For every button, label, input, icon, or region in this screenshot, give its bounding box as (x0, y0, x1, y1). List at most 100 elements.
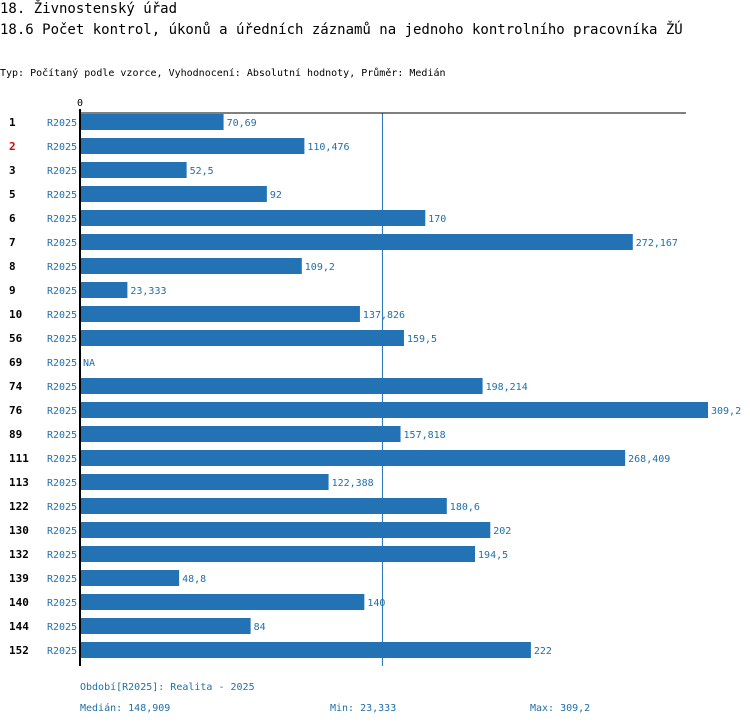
value-label: 272,167 (636, 238, 678, 249)
series-label: R2025 (47, 358, 77, 369)
series-label: R2025 (47, 310, 77, 321)
category-label: 113 (9, 476, 29, 489)
category-label: 2 (9, 140, 16, 153)
bar-3 (80, 162, 187, 178)
value-label: 198,214 (486, 382, 528, 393)
bar-6 (80, 210, 426, 226)
category-label: 130 (9, 524, 29, 537)
bar-132 (80, 546, 476, 562)
bar-1 (80, 114, 224, 130)
series-label: R2025 (47, 190, 77, 201)
category-label: 144 (9, 620, 29, 633)
category-label: 5 (9, 188, 16, 201)
series-label: R2025 (47, 142, 77, 153)
category-label: 76 (9, 404, 23, 417)
category-label: 10 (9, 308, 22, 321)
value-label: 268,409 (628, 454, 670, 465)
bar-140 (80, 594, 365, 610)
series-label: R2025 (47, 166, 77, 177)
value-label: 194,5 (478, 550, 508, 561)
bar-111 (80, 450, 626, 466)
value-label: 157,818 (404, 430, 446, 441)
value-label: 159,5 (407, 334, 437, 345)
bar-7 (80, 234, 633, 250)
category-label: 89 (9, 428, 22, 441)
bar-8 (80, 258, 302, 274)
x-axis-zero-label: 0 (77, 98, 83, 109)
series-label: R2025 (47, 598, 77, 609)
category-label: 152 (9, 644, 29, 657)
value-label: 92 (270, 190, 282, 201)
min-stat: Min: 23,333 (330, 703, 397, 714)
series-label: R2025 (47, 550, 77, 561)
bar-152 (80, 642, 531, 658)
bar-56 (80, 330, 404, 346)
value-label: 180,6 (450, 502, 480, 513)
series-label: R2025 (47, 334, 77, 345)
chart-description: Typ: Počítaný podle vzorce, Vyhodnocení:… (0, 68, 446, 79)
category-label: 69 (9, 356, 22, 369)
category-label: 140 (9, 596, 29, 609)
bar-74 (80, 378, 483, 394)
category-label: 3 (9, 164, 16, 177)
value-label: 170 (428, 214, 446, 225)
value-label: 23,333 (130, 286, 166, 297)
value-label: NA (83, 358, 95, 369)
page-title: 18. Živnostenský úřad (0, 1, 178, 17)
category-label: 7 (9, 236, 16, 249)
series-label: R2025 (47, 526, 77, 537)
series-label: R2025 (47, 118, 77, 129)
value-label: 222 (534, 646, 552, 657)
value-label: 122,388 (332, 478, 374, 489)
value-label: 140 (367, 598, 385, 609)
bar-89 (80, 426, 401, 442)
bar-130 (80, 522, 491, 538)
series-label: R2025 (47, 502, 77, 513)
category-label: 132 (9, 548, 29, 561)
bar-144 (80, 618, 251, 634)
period-legend: Období[R2025]: Realita - 2025 (80, 682, 255, 693)
category-label: 122 (9, 500, 29, 513)
series-label: R2025 (47, 214, 77, 225)
bar-139 (80, 570, 180, 586)
series-label: R2025 (47, 430, 77, 441)
value-label: 48,8 (182, 574, 206, 585)
value-label: 202 (493, 526, 511, 537)
series-label: R2025 (47, 406, 77, 417)
max-stat: Max: 309,2 (530, 703, 591, 714)
category-label: 139 (9, 572, 29, 585)
series-label: R2025 (47, 646, 77, 657)
value-label: 110,476 (307, 142, 349, 153)
series-label: R2025 (47, 478, 77, 489)
value-label: 137,826 (363, 310, 405, 321)
category-label: 1 (9, 116, 16, 129)
category-label: 8 (9, 260, 16, 273)
series-label: R2025 (47, 622, 77, 633)
series-label: R2025 (47, 238, 77, 249)
median-stat: Medián: 148,909 (80, 703, 171, 714)
bar-2 (80, 138, 305, 154)
value-label: 70,69 (227, 118, 257, 129)
series-label: R2025 (47, 286, 77, 297)
bar-10 (80, 306, 360, 322)
bar-5 (80, 186, 267, 202)
category-label: 9 (9, 284, 16, 297)
series-label: R2025 (47, 262, 77, 273)
bar-9 (80, 282, 128, 298)
category-label: 6 (9, 212, 16, 225)
value-label: 309,2 (711, 406, 741, 417)
bar-122 (80, 498, 447, 514)
bar-113 (80, 474, 329, 490)
series-label: R2025 (47, 382, 77, 393)
series-label: R2025 (47, 574, 77, 585)
category-label: 111 (9, 452, 29, 465)
series-label: R2025 (47, 454, 77, 465)
value-label: 84 (254, 622, 266, 633)
chart-title: 18.6 Počet kontrol, úkonů a úředních záz… (0, 22, 683, 38)
category-label: 56 (9, 332, 23, 345)
value-label: 109,2 (305, 262, 335, 273)
value-label: 52,5 (190, 166, 214, 177)
bar-76 (80, 402, 708, 418)
category-label: 74 (9, 380, 23, 393)
